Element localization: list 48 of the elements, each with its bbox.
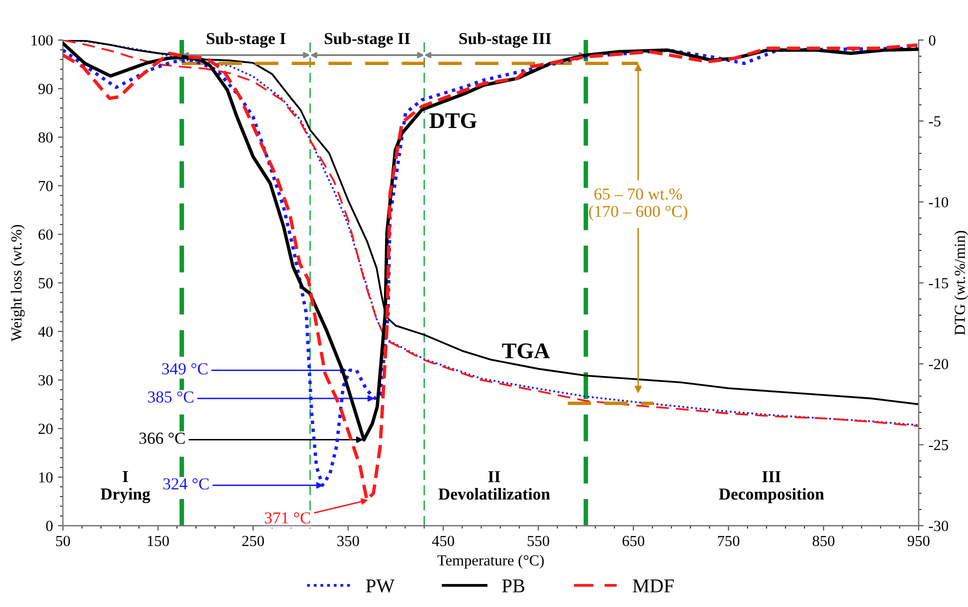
legend-label: PB [502, 579, 524, 592]
y-axis-title: Weight loss (wt.%) [10, 224, 25, 342]
y-tick-label: 40 [38, 326, 53, 337]
annotation: 349 °C [162, 363, 208, 374]
y2-tick-label: -25 [928, 440, 948, 450]
y-tick-label: 70 [38, 180, 53, 192]
x-tick-label: 750 [718, 536, 740, 546]
annotation: Sub-stage I [206, 32, 286, 48]
annotation: 65 – 70 wt.% (170 – 600 °C) [589, 188, 688, 220]
annotation: I Drying [100, 471, 150, 504]
annotation: III Decomposition [718, 471, 824, 504]
annotation: 366 °C [139, 432, 185, 444]
annotation: 324 °C [163, 478, 209, 490]
x-tick-label: 850 [812, 536, 834, 546]
legend-label: MDF [632, 579, 674, 592]
annotation: DTG [429, 113, 477, 128]
y-tick-label: 10 [39, 472, 53, 483]
y-tick-label: 20 [38, 424, 53, 434]
y-tick-label: 60 [38, 229, 53, 240]
y2-tick-label: -10 [928, 197, 948, 208]
y2-tick-label: 0 [928, 35, 936, 46]
x-tick-label: 350 [337, 536, 360, 546]
annotation: Sub-stage III [459, 32, 552, 48]
annotation: 371 °C [264, 512, 310, 524]
y2-tick-label: -5 [928, 116, 940, 126]
x-tick-label: 150 [148, 536, 169, 546]
annotation: 385 °C [148, 391, 194, 403]
y-tick-label: 100 [32, 35, 53, 46]
annotation: Sub-stage II [324, 32, 410, 48]
x-tick-label: 50 [56, 536, 70, 546]
x-tick-label: 950 [908, 536, 930, 546]
x-tick-label: 550 [528, 536, 550, 546]
y2-tick-label: -20 [928, 358, 948, 370]
x-axis-title: Temperature (°C) [437, 554, 544, 569]
y-tick-label: 50 [38, 278, 53, 288]
x-tick-label: 650 [622, 536, 644, 546]
y-tick-label: 90 [38, 84, 53, 94]
annotation: II Devolatilization [438, 471, 550, 500]
y2-tick-label: -15 [928, 278, 948, 288]
x-tick-label: 450 [432, 536, 454, 546]
annotation: TGA [502, 343, 550, 358]
y2-axis-title: DTG (wt.%/min) [954, 230, 968, 336]
x-tick-label: 250 [242, 536, 264, 546]
legend-label: PW [366, 579, 395, 593]
y2-tick-label: -30 [928, 520, 948, 532]
y-tick-label: 30 [38, 375, 53, 386]
y-tick-label: 80 [38, 132, 53, 143]
y-tick-label: 0 [46, 520, 53, 532]
